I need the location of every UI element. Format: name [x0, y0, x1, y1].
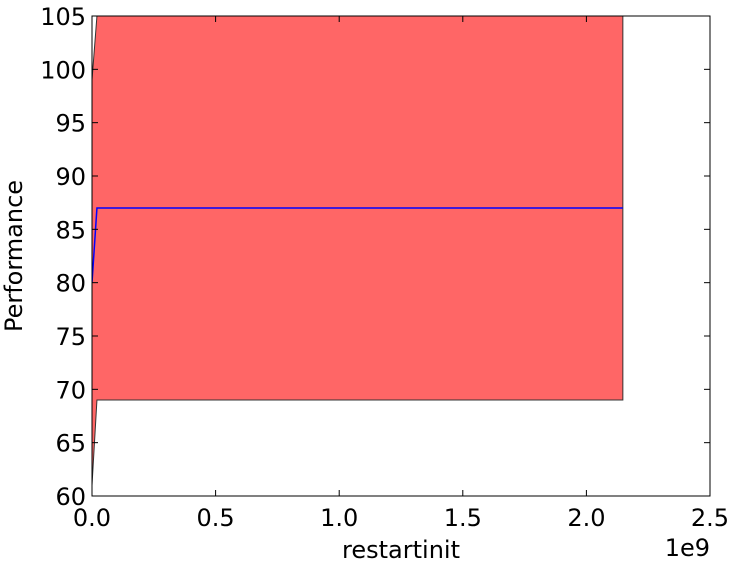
- y-axis-label: Performance: [0, 180, 28, 332]
- series-line-0: [92, 207, 623, 283]
- y-tick-label: 80: [55, 270, 86, 298]
- x-tick-label: 2.5: [691, 504, 729, 532]
- plot-frame: [91, 15, 711, 497]
- y-tick-label: 75: [55, 323, 86, 351]
- y-tick-label: 60: [55, 483, 86, 511]
- y-tick-label: 65: [55, 430, 86, 458]
- x-tick-label: 0.5: [197, 504, 235, 532]
- x-tick-label: 1.5: [444, 504, 482, 532]
- y-tick-label: 85: [55, 216, 86, 244]
- x-tick-label: 0.0: [73, 504, 111, 532]
- y-tick-label: 95: [55, 110, 86, 138]
- y-tick-label: 105: [40, 3, 86, 31]
- x-tick-label: 2.0: [567, 504, 605, 532]
- x-tick-label: 1.0: [320, 504, 358, 532]
- x-axis-label: restartinit: [342, 536, 460, 564]
- y-tick-label: 100: [40, 56, 86, 84]
- y-tick-label: 70: [55, 376, 86, 404]
- y-tick-label: 90: [55, 163, 86, 191]
- confidence-band: [92, 16, 624, 486]
- x-offset-label: 1e9: [665, 534, 710, 562]
